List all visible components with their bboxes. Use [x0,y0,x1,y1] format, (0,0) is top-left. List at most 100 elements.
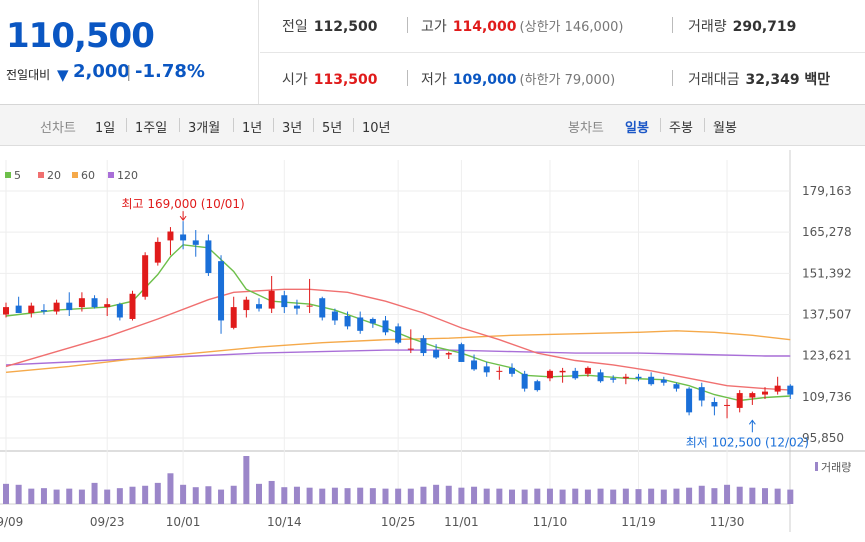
price-summary-panel: 110,500 전일대비 ▼ 2,000 | -1.78% 전일 112,500 … [0,0,865,105]
candle-body [66,302,73,311]
candle-body [395,326,402,343]
candle-body [369,318,376,324]
period-1d[interactable]: 1일 [95,121,116,136]
y-tick-label: 179,163 [802,184,852,198]
volume-bar [534,488,541,504]
candle-body [40,310,47,312]
candle-body [129,293,136,319]
volume-bar [471,486,478,504]
volume-bar [597,488,604,504]
volume-bar [382,488,389,504]
volume-bar [218,489,225,504]
candle-body [673,384,680,389]
candle-weekly[interactable]: 주봉 [669,121,693,136]
volume-bar [78,489,85,504]
candle-body [749,393,756,398]
candle-body [180,234,187,241]
volume-bar [584,489,591,504]
candle-body [407,348,414,350]
candle-body [635,376,642,379]
candle-body [698,387,705,401]
volume-bar [319,488,326,504]
candle-body [521,373,528,389]
open-label: 시가 [282,72,308,88]
divider [660,118,661,132]
candle-body [243,299,250,311]
candle-body [648,376,655,385]
volume-bar [230,485,237,504]
volume-bar [736,486,743,504]
candle-body [445,353,452,355]
volume-bar [711,488,718,504]
candle-body [584,367,591,374]
divider [233,118,234,132]
volume-bar [331,487,338,504]
volume-bar [407,488,414,504]
volume-bar [762,488,768,504]
high-value: 114,000 [452,19,517,35]
period-1w[interactable]: 1주일 [135,121,168,136]
candle-body [546,370,553,379]
period-10y[interactable]: 10년 [362,121,391,136]
candle-body [610,378,617,380]
volume-bar [40,488,47,504]
x-tick-label: 09/09 [0,515,23,529]
legend-label: 60 [81,169,95,182]
candle-body [104,304,111,308]
candle-body [496,370,503,372]
volume-legend-swatch [815,462,818,471]
y-tick-label: 95,850 [802,431,844,445]
volume-bar [509,489,515,504]
low-label: 저가 [421,72,447,88]
chart-period-toolbar: 선차트 1일 1주일 3개월 1년 3년 5년 10년 봉차트 일봉 주봉 월봉 [0,105,865,146]
divider [407,70,408,86]
volume-bar [205,486,212,504]
volume-bar [116,488,123,504]
candle-body [319,298,326,318]
ma60-line [5,330,791,373]
candle-daily[interactable]: 일봉 [625,121,649,136]
volume-bar [369,488,376,504]
open-value: 113,500 [313,72,378,88]
candle-body [420,338,427,354]
x-tick-label: 10/14 [267,515,302,529]
legend-swatch [72,172,78,178]
candle-body [660,379,667,383]
y-tick-label: 165,278 [802,225,852,239]
period-3y[interactable]: 3년 [282,121,303,136]
y-tick-label: 151,392 [802,266,852,280]
y-tick-label: 109,736 [802,390,852,404]
volume-bar [3,483,9,504]
volume-bar [521,489,528,504]
x-tick-label: 11/10 [533,515,568,529]
down-arrow-icon: ▼ [57,66,69,84]
volume-bar [167,473,174,504]
volume-label: 거래량 [688,19,727,35]
day-high: 고가 114,000 (상한가 146,000) [421,16,623,36]
legend-label: 5 [14,169,21,182]
volume-legend-label: 거래량 [821,461,851,474]
period-3m[interactable]: 3개월 [188,121,221,136]
volume-bar [281,487,288,504]
volume-bar [192,487,199,504]
low-value: 109,000 [452,72,517,88]
candle-body [787,385,794,395]
volume-bar [180,484,187,504]
period-1y[interactable]: 1년 [242,121,263,136]
candle-body [471,360,478,370]
candle-body [78,298,85,308]
x-tick-label: 09/23 [90,515,125,529]
y-tick-label: 137,507 [802,307,852,321]
candle-body [192,240,199,245]
day-low: 저가 109,000 (하한가 79,000) [421,69,615,89]
candle-body [53,302,60,312]
candle-body [142,255,149,297]
volume-bar [15,484,22,504]
volume-bar [483,488,490,504]
period-5y[interactable]: 5년 [322,121,343,136]
candle-monthly[interactable]: 월봉 [713,121,737,136]
volume-bar [395,488,402,504]
divider [273,118,274,132]
candle-body [28,305,35,314]
volume-bar [268,480,275,504]
